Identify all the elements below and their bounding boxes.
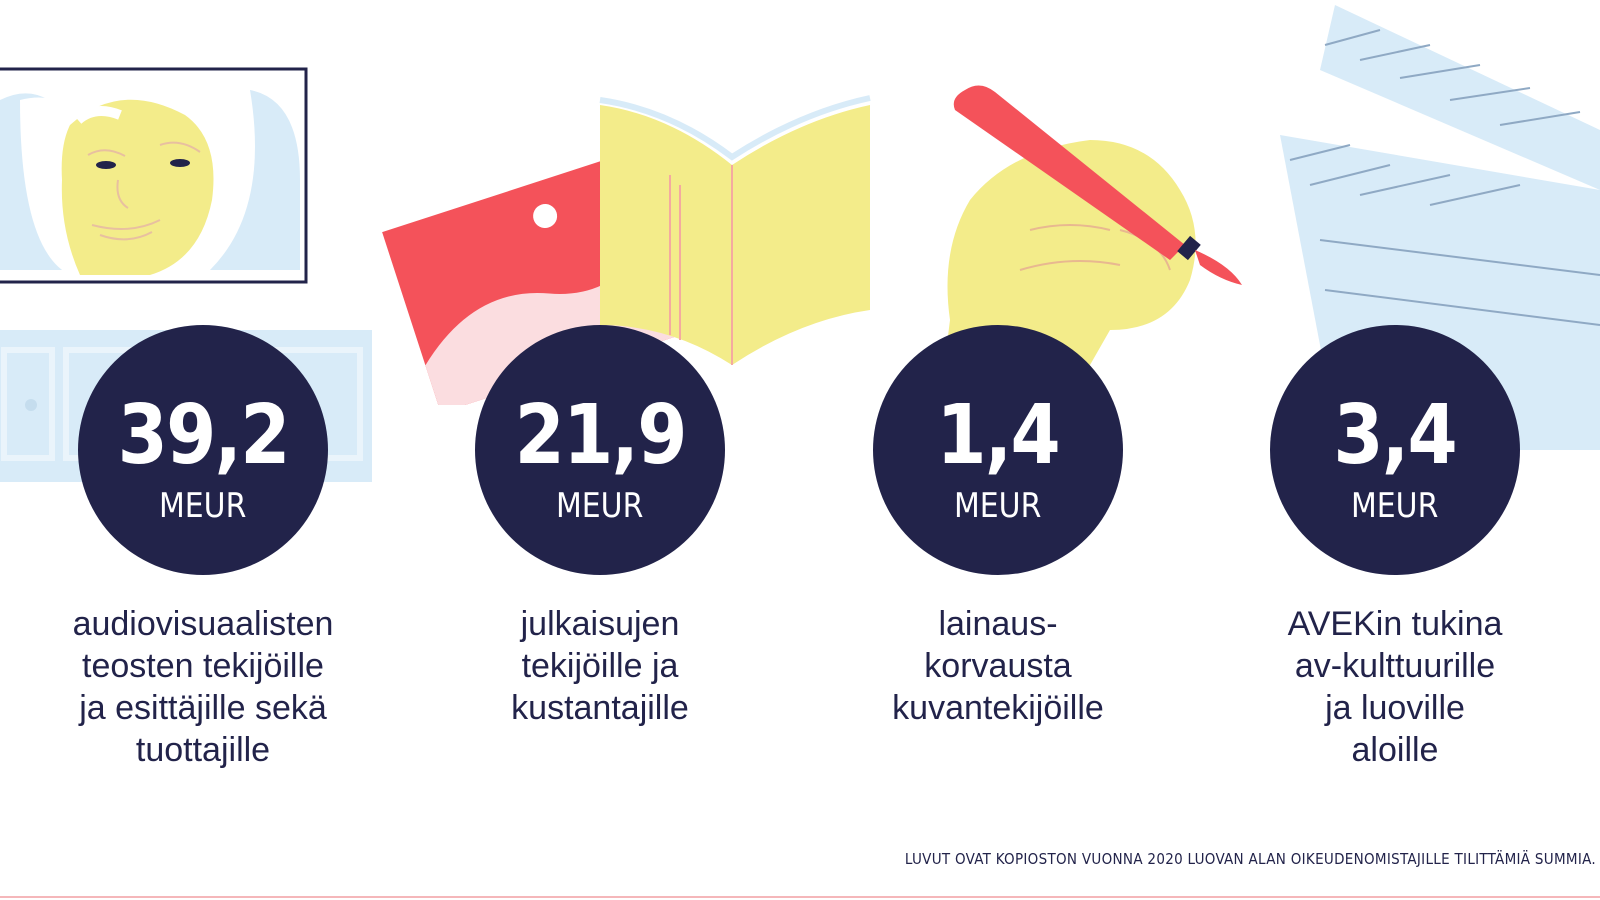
- bottom-divider: [0, 896, 1600, 898]
- stat-amount: 39,2: [117, 388, 290, 483]
- description-line: kustantajille: [511, 689, 689, 727]
- stat-description: AVEKin tukina av-kulttuurille ja luovill…: [1225, 603, 1565, 771]
- stat-description: lainaus- korvausta kuvantekijöille: [828, 603, 1168, 729]
- stat-amount: 1,4: [936, 388, 1061, 483]
- description-line: lainaus-: [938, 605, 1058, 643]
- description-line: audiovisuaalisten: [72, 605, 334, 643]
- description-line: tuottajille: [135, 731, 271, 769]
- tv-screen: [0, 67, 308, 284]
- description-line: julkaisujen: [520, 605, 680, 643]
- footnote: LUVUT OVAT KOPIOSTON VUONNA 2020 LUOVAN …: [904, 850, 1596, 868]
- stat-circle: 3,4 MEUR: [1270, 325, 1520, 575]
- description-line: aloille: [1351, 731, 1439, 769]
- stat-circle: 21,9 MEUR: [475, 325, 725, 575]
- paintbrush: [953, 85, 1242, 285]
- stat-circle: 1,4 MEUR: [873, 325, 1123, 575]
- open-book: [599, 95, 871, 365]
- book-illustration: [382, 95, 871, 405]
- description-line: teosten tekijöille: [82, 647, 324, 685]
- description-line: AVEKin tukina: [1287, 605, 1503, 643]
- stat-amount: 3,4: [1333, 388, 1458, 483]
- stat-column-lending: 1,4 MEUR lainaus- korvausta kuvantekijöi…: [828, 325, 1168, 729]
- stat-unit: MEUR: [1351, 486, 1439, 526]
- stat-description: audiovisuaalisten teosten tekijöille ja …: [33, 603, 373, 771]
- description-line: av-kulttuurille: [1294, 647, 1496, 685]
- stat-column-audiovisual: 39,2 MEUR audiovisuaalisten teosten teki…: [33, 325, 373, 771]
- description-line: tekijöille ja: [521, 647, 679, 685]
- stat-unit: MEUR: [556, 486, 644, 526]
- description-line: ja luoville: [1325, 689, 1465, 727]
- stat-amount: 21,9: [514, 388, 687, 483]
- description-line: ja esittäjille sekä: [79, 689, 327, 727]
- stat-unit: MEUR: [954, 486, 1042, 526]
- stat-column-publications: 21,9 MEUR julkaisujen tekijöille ja kust…: [430, 325, 770, 729]
- description-line: kuvantekijöille: [892, 689, 1104, 727]
- stat-column-avek: 3,4 MEUR AVEKin tukina av-kulttuurille j…: [1225, 325, 1565, 771]
- stat-circle: 39,2 MEUR: [78, 325, 328, 575]
- stat-description: julkaisujen tekijöille ja kustantajille: [430, 603, 770, 729]
- stat-unit: MEUR: [159, 486, 247, 526]
- description-line: korvausta: [924, 647, 1072, 685]
